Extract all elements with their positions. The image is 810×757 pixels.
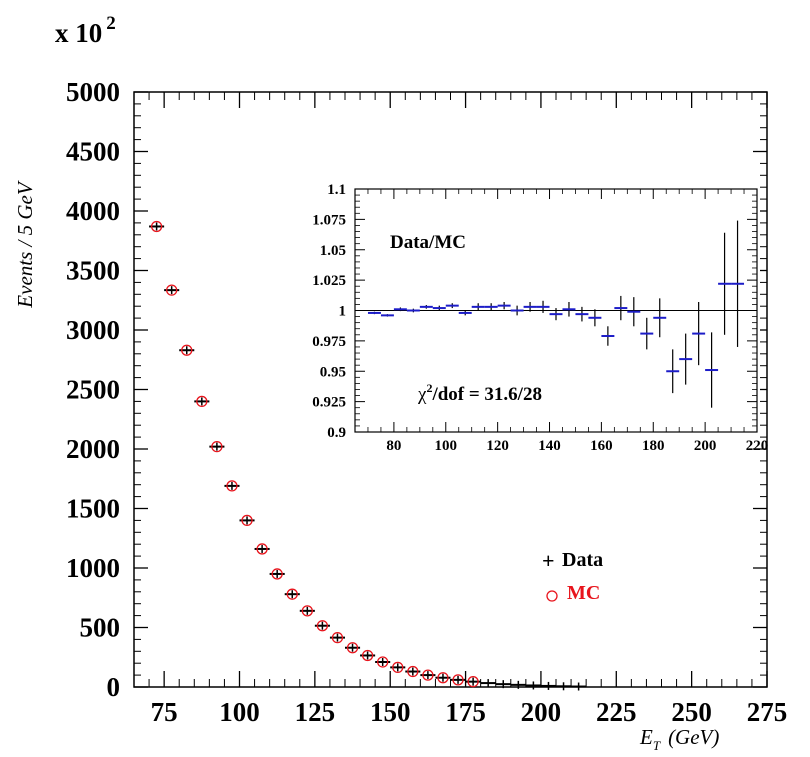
y-tick-label: 4000 [66, 196, 120, 226]
y-tick-label: 1000 [66, 553, 120, 583]
mc-point [422, 669, 434, 681]
mc-point [346, 642, 359, 654]
mc-point [331, 631, 344, 644]
x-tick-label: 200 [521, 697, 562, 727]
mc-point [150, 220, 163, 233]
legend-data-label: Data [562, 549, 603, 571]
y-tick-label: 500 [80, 613, 121, 643]
y-tick-label: 5000 [66, 77, 120, 107]
y-tick-label: 2000 [66, 434, 120, 464]
mc-point [211, 440, 223, 453]
inset-x-tick-label: 200 [694, 438, 717, 454]
x-tick-label: 150 [370, 697, 411, 727]
legend-data-marker: + [542, 548, 555, 573]
mc-point [226, 480, 238, 492]
mc-point [196, 395, 208, 408]
mc-point [271, 568, 283, 580]
legend-mc-label: MC [567, 582, 600, 604]
inset-x-ticks: 80 100 120 140 160 180 200 220 [367, 189, 769, 454]
x-tick-label: 225 [596, 697, 637, 727]
inset-x-tick-label: 120 [486, 438, 509, 454]
mc-point [256, 543, 268, 555]
x-tick-label: 250 [671, 697, 712, 727]
mc-point [241, 514, 253, 527]
mc-point [361, 649, 374, 662]
mc-point [301, 605, 313, 617]
inset-x-tick-label: 140 [538, 438, 561, 454]
y-tick-label: 4500 [66, 137, 120, 167]
inset-x-tick-label: 160 [590, 438, 613, 454]
mc-point [316, 620, 329, 632]
x-tick-label: 125 [295, 697, 336, 727]
mc-point [407, 665, 419, 678]
y-tick-label: 1500 [66, 494, 120, 524]
inset-data-points [367, 220, 745, 408]
main-data-points [149, 220, 587, 691]
mc-point [437, 672, 449, 684]
x-tick-label: 175 [445, 697, 486, 727]
x-tick-label: 100 [219, 697, 260, 727]
inset-y-tick-label: 0.95 [320, 364, 346, 380]
y-multiplier: x 10 2 [55, 13, 116, 48]
inset-x-tick-label: 100 [435, 438, 458, 454]
x-axis-label: ET (GeV) [639, 725, 719, 753]
main-x-ticks: 75 100 125 150 175 200 225 250 275 [148, 92, 788, 727]
inset-y-tick-label: 1.1 [327, 182, 346, 198]
mc-point [392, 661, 404, 674]
mc-point [286, 588, 298, 600]
y-tick-label: 0 [107, 672, 121, 702]
inset-y-tick-label: 0.9 [327, 425, 346, 441]
inset-x-tick-label: 220 [746, 438, 769, 454]
main-y-ticks: 0 500 1000 1500 2000 2500 3000 3500 4000 4500 5000 [66, 77, 767, 702]
inset-y-tick-label: 1.075 [312, 212, 346, 228]
mc-point [377, 656, 389, 668]
y-tick-label: 3500 [66, 256, 120, 286]
inset-y-tick-label: 0.925 [312, 395, 346, 411]
legend: + Data MC [542, 548, 603, 604]
inset-y-tick-label: 1.025 [312, 273, 346, 289]
inset-y-tick-label: 1.05 [320, 243, 346, 259]
y-tick-label: 3000 [66, 315, 120, 345]
x-tick-label: 275 [747, 697, 788, 727]
inset-x-tick-label: 80 [386, 438, 401, 454]
inset-title: Data/MC [390, 232, 466, 253]
mc-point [452, 674, 464, 686]
y-tick-label: 2500 [66, 375, 120, 405]
mc-point [181, 344, 193, 356]
inset-y-tick-label: 0.975 [312, 334, 346, 350]
inset-y-ticks: 0.9 0.925 0.95 0.975 1 1.025 1.05 1.075 1.1 [312, 182, 757, 441]
x-tick-label: 75 [151, 697, 178, 727]
inset-y-tick-label: 1 [339, 304, 347, 320]
legend-mc-marker [546, 590, 558, 602]
mc-point [166, 284, 178, 296]
inset-chi2-annotation: χ2/dof = 31.6/28 [417, 381, 542, 405]
mc-point [467, 675, 479, 688]
y-axis-label: Events / 5 GeV [13, 180, 37, 309]
inset-x-tick-label: 180 [642, 438, 665, 454]
